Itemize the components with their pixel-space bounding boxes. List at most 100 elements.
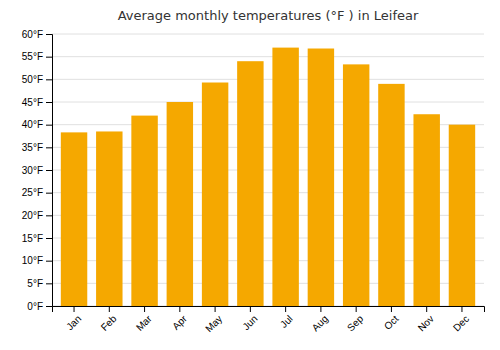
x-tick-label: Nov — [416, 313, 436, 333]
y-tick-mark — [46, 79, 52, 80]
grid-line — [52, 102, 484, 103]
x-tick: Dec — [451, 306, 471, 333]
y-tick-mark — [46, 215, 52, 216]
bar — [272, 48, 298, 306]
y-tick: 45°F — [22, 97, 52, 108]
bar — [413, 114, 439, 306]
bars — [61, 48, 475, 306]
x-axis: Jan Feb Mar Apr May Jun Jul Aug Sep Oct Nov Dec — [53, 306, 485, 334]
y-tick-mark — [46, 193, 52, 194]
grid — [52, 34, 484, 306]
y-tick-mark — [46, 125, 52, 126]
x-tick-label: Apr — [170, 313, 189, 332]
bar — [96, 131, 122, 306]
x-tick-label: Jan — [64, 313, 83, 332]
y-tick: 20°F — [22, 210, 52, 221]
y-tick-mark — [46, 34, 52, 35]
y-tick: 35°F — [22, 142, 52, 153]
x-tick: Sep — [345, 306, 366, 333]
chart: 0°F 5°F 10°F 15°F 20°F 25°F 30°F 35°F 40°F 45°F 50… — [0, 0, 500, 350]
x-tick-mark — [356, 306, 357, 312]
x-tick: May — [203, 306, 224, 334]
grid-line — [52, 56, 484, 57]
y-tick-mark — [46, 170, 52, 171]
x-tick: Oct — [382, 306, 401, 332]
y-tick-label: 40°F — [22, 119, 43, 130]
bar — [343, 64, 369, 306]
x-tick: Aug — [310, 306, 330, 333]
x-tick-label: Feb — [99, 313, 119, 333]
x-tick-mark — [426, 306, 427, 312]
x-tick-mark — [74, 306, 75, 312]
x-tick-label: Sep — [345, 313, 366, 334]
x-tick-mark — [320, 306, 321, 312]
y-tick-label: 50°F — [22, 74, 43, 85]
y-tick-mark — [46, 261, 52, 262]
grid-line — [52, 79, 484, 80]
x-tick: Feb — [99, 306, 119, 333]
x-tick-label: Jun — [240, 313, 259, 332]
plot: 0°F 5°F 10°F 15°F 20°F 25°F 30°F 35°F 40°F 45°F 50… — [22, 29, 485, 335]
x-axis-line — [53, 307, 485, 313]
x-tick-mark — [109, 306, 110, 312]
x-tick: Jan — [64, 306, 83, 332]
x-tick: Mar — [134, 306, 154, 333]
y-tick-label: 0°F — [27, 301, 43, 312]
x-tick-mark — [285, 306, 286, 312]
y-tick-mark — [46, 283, 52, 284]
y-tick: 50°F — [22, 74, 52, 85]
x-tick-mark — [179, 306, 180, 312]
x-tick-mark — [215, 306, 216, 312]
y-tick-label: 30°F — [22, 165, 43, 176]
bar — [61, 132, 87, 306]
y-tick: 60°F — [22, 29, 52, 40]
bar — [202, 83, 228, 306]
bar — [131, 116, 157, 306]
x-tick-label: Dec — [451, 313, 471, 333]
y-tick: 15°F — [22, 233, 52, 244]
x-tick-label: May — [203, 313, 224, 334]
x-tick-label: Aug — [310, 313, 330, 333]
bar — [167, 102, 193, 306]
x-tick-mark — [461, 306, 462, 312]
bar — [449, 125, 475, 306]
x-tick-mark — [391, 306, 392, 312]
y-tick: 10°F — [22, 255, 52, 266]
x-tick-label: Mar — [134, 313, 154, 333]
x-tick-mark — [250, 306, 251, 312]
y-tick: 5°F — [27, 278, 52, 289]
y-tick-label: 5°F — [27, 278, 43, 289]
y-tick: 0°F — [27, 301, 52, 312]
y-tick-label: 10°F — [22, 255, 43, 266]
y-tick-label: 35°F — [22, 142, 43, 153]
x-tick-label: Oct — [382, 313, 401, 332]
x-tick: Jul — [278, 306, 295, 330]
y-tick-mark — [46, 147, 52, 148]
x-tick: Nov — [416, 306, 436, 333]
y-tick-label: 45°F — [22, 97, 43, 108]
y-axis-line — [46, 35, 53, 307]
y-tick-label: 20°F — [22, 210, 43, 221]
grid-line — [52, 34, 484, 35]
y-tick-mark — [46, 57, 52, 58]
y-tick-label: 25°F — [22, 187, 43, 198]
y-tick: 40°F — [22, 119, 52, 130]
x-tick-mark — [144, 306, 145, 312]
x-tick-label: Jul — [278, 313, 295, 330]
y-tick-mark — [46, 102, 52, 103]
x-tick: Apr — [170, 306, 189, 332]
bar — [237, 61, 263, 306]
title: Average monthly temperatures (°F ) in Le… — [118, 8, 419, 23]
y-tick: 30°F — [22, 165, 52, 176]
y-tick-mark — [46, 238, 52, 239]
y-tick-label: 60°F — [22, 29, 43, 40]
bar — [378, 84, 404, 306]
y-tick-label: 55°F — [22, 51, 43, 62]
x-tick: Jun — [240, 306, 259, 332]
y-axis: 0°F 5°F 10°F 15°F 20°F 25°F 30°F 35°F 40°F 45°F 50… — [22, 29, 53, 312]
y-tick: 25°F — [22, 187, 52, 198]
y-tick-mark — [46, 306, 52, 307]
bar — [308, 49, 334, 306]
y-tick-label: 15°F — [22, 233, 43, 244]
y-tick: 55°F — [22, 51, 52, 62]
